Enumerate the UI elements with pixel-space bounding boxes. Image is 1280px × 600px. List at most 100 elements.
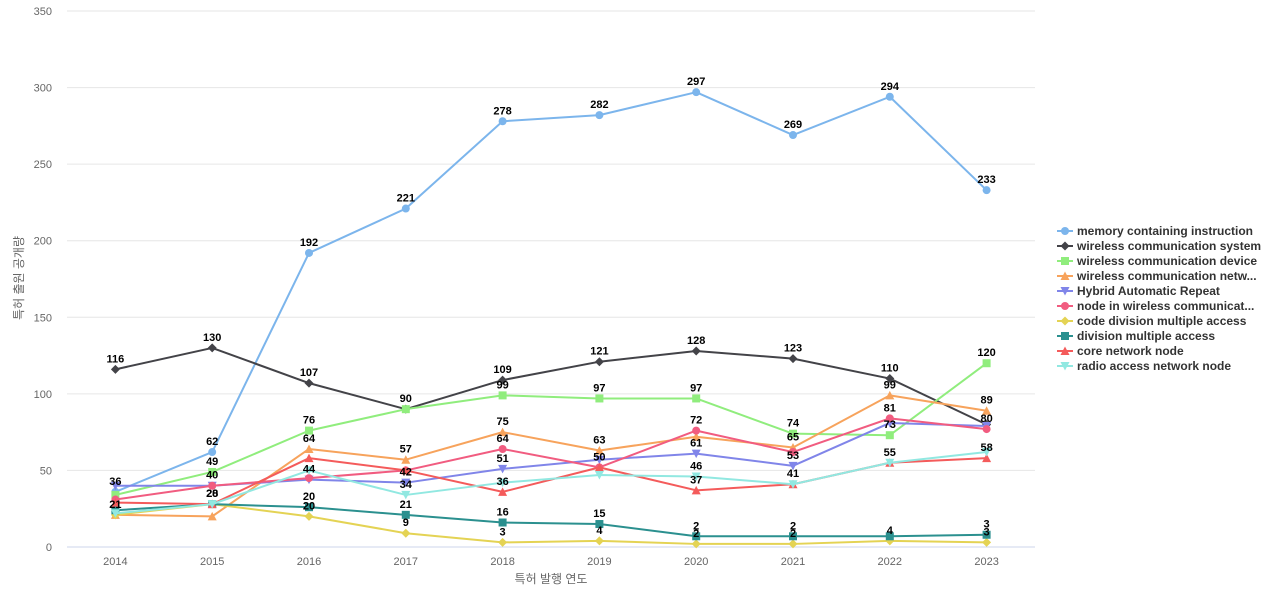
data-point-marker[interactable] [498,375,508,385]
data-point-marker[interactable] [692,532,701,541]
data-point-marker[interactable] [498,464,508,474]
data-point-marker[interactable] [885,390,895,400]
legend-item[interactable]: wireless communication system [1057,239,1261,253]
legend-item[interactable]: code division multiple access [1057,314,1247,328]
data-point-marker[interactable] [304,466,314,475]
series-line[interactable] [114,394,988,518]
data-point-marker[interactable] [401,528,411,538]
legend-item[interactable]: wireless communication netw... [1057,269,1257,283]
legend-item[interactable]: Hybrid Automatic Repeat [1057,284,1220,298]
series-line[interactable] [114,346,988,426]
data-point-marker[interactable] [885,374,895,384]
data-point-marker[interactable] [498,537,508,547]
data-point-marker[interactable] [594,471,604,480]
data-point-marker[interactable] [498,487,508,496]
legend-item[interactable]: division multiple access [1057,329,1215,343]
series-1[interactable] [110,343,992,429]
data-point-marker[interactable] [788,461,798,471]
data-point-marker[interactable] [208,481,217,490]
data-point-marker[interactable] [305,248,313,257]
data-point-marker[interactable] [691,472,701,482]
series-9[interactable] [110,448,992,518]
data-point-marker[interactable] [691,449,701,459]
data-point-marker[interactable] [788,480,798,489]
data-point-marker[interactable] [789,429,797,438]
data-point-marker[interactable] [498,444,507,453]
series-line[interactable] [114,503,988,545]
legend-item[interactable]: core network node [1057,344,1184,358]
data-point-marker[interactable] [304,444,314,453]
series-7[interactable] [111,500,991,541]
data-point-marker[interactable] [208,467,217,476]
data-point-marker[interactable] [110,509,120,518]
data-point-marker[interactable] [692,394,701,403]
data-point-marker[interactable] [885,458,895,468]
data-point-marker[interactable] [401,455,411,464]
data-point-marker[interactable] [691,346,701,356]
data-point-marker[interactable] [885,414,894,423]
data-point-marker[interactable] [207,343,217,353]
data-point-marker[interactable] [692,88,701,97]
data-point-marker[interactable] [401,465,411,475]
legend-item[interactable]: memory containing instruction [1057,224,1253,238]
data-point-marker[interactable] [305,503,313,512]
data-point-marker[interactable] [208,448,217,457]
legend-item[interactable]: wireless communication device [1057,254,1257,268]
series-8[interactable] [110,453,992,509]
data-point-marker[interactable] [982,537,992,547]
data-point-marker[interactable] [305,474,313,483]
data-point-marker[interactable] [207,500,217,509]
data-point-marker[interactable] [401,490,411,500]
data-point-marker[interactable] [401,405,410,414]
data-point-marker[interactable] [401,204,410,213]
data-point-marker[interactable] [982,186,991,195]
data-point-marker[interactable] [207,511,217,521]
legend-item[interactable]: node in wireless communicat... [1057,299,1254,313]
series-line[interactable] [114,451,988,515]
legend-item[interactable]: radio access network node [1057,359,1231,373]
series-line[interactable] [114,421,988,487]
data-point-marker[interactable] [304,511,314,521]
data-point-marker[interactable] [789,448,797,457]
data-point-marker[interactable] [595,520,604,529]
data-point-marker[interactable] [594,455,604,465]
data-point-marker[interactable] [982,530,991,539]
data-point-marker[interactable] [498,478,508,488]
data-point-marker[interactable] [594,357,604,367]
data-point-marker[interactable] [982,453,992,463]
data-point-marker[interactable] [885,431,894,440]
data-point-marker[interactable] [594,446,604,455]
data-point-marker[interactable] [498,427,508,437]
data-point-marker[interactable] [304,378,314,388]
data-point-marker[interactable] [304,453,314,463]
data-point-marker[interactable] [498,518,507,527]
series-line[interactable] [114,91,988,493]
data-point-marker[interactable] [401,510,410,519]
data-point-marker[interactable] [982,448,992,457]
data-point-marker[interactable] [595,111,604,120]
data-point-marker[interactable] [111,490,120,499]
data-point-marker[interactable] [595,394,604,403]
data-point-marker[interactable] [110,364,120,374]
series-6[interactable] [110,499,992,549]
data-point-marker[interactable] [691,485,701,495]
data-point-marker[interactable] [498,117,507,126]
data-point-marker[interactable] [110,498,120,507]
data-point-marker[interactable] [789,131,797,140]
data-point-marker[interactable] [691,539,701,549]
data-point-marker[interactable] [982,359,991,368]
data-point-marker[interactable] [594,536,604,546]
data-point-marker[interactable] [788,354,798,364]
data-point-marker[interactable] [788,539,798,549]
series-0[interactable] [111,88,991,496]
data-point-marker[interactable] [691,432,701,441]
data-point-marker[interactable] [401,478,411,488]
data-point-marker[interactable] [982,406,992,415]
data-point-marker[interactable] [789,532,797,541]
series-3[interactable] [110,390,992,521]
data-point-marker[interactable] [885,92,894,101]
data-point-marker[interactable] [982,425,991,434]
data-point-marker[interactable] [692,426,701,435]
series-line[interactable] [114,503,988,538]
